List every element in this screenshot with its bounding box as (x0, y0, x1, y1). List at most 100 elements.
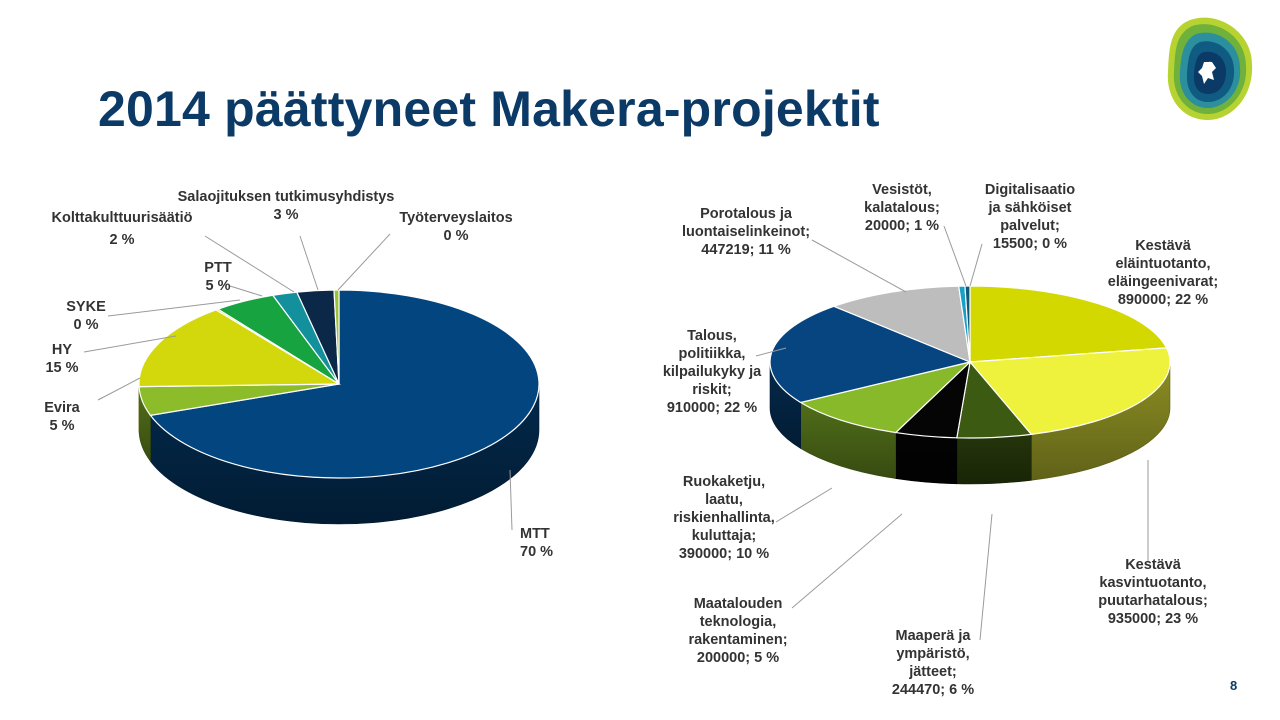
pie-slice-1 (968, 347, 1171, 435)
right-pie-chart: Kestävä eläintuotanto, eläingeenivarat; 890… (663, 182, 1218, 698)
pie-slice-8 (964, 285, 971, 363)
slice-label-line: jätteet; (908, 664, 957, 680)
slice-label-line: 5 % (206, 278, 231, 294)
slice-label-3: Maatalouden teknologia, rakentaminen; 20000… (688, 596, 787, 666)
slice-label-8: Digitalisaatio ja sähköiset palvelut; 15500… (985, 182, 1075, 252)
slice-label-line: 70 % (520, 544, 553, 560)
left-pie-chart: MTT 70 % Evira 5 % HY 15 % SYKE 0 % PTT 5 % Koltta… (44, 189, 553, 560)
slice-label-0: MTT 70 % (520, 526, 553, 560)
pie-side-walls (769, 361, 1171, 485)
pie-side-shade-0 (150, 384, 540, 524)
slice-label-line: SYKE (66, 299, 106, 315)
slice-label-line: kilpailukyky ja (663, 364, 762, 380)
slice-label-line: 15500; 0 % (993, 236, 1067, 252)
pie-slice-0 (969, 285, 1168, 363)
pie-side-shade-1 (1031, 362, 1170, 481)
leader-line-5 (204, 235, 295, 293)
pie-side-shade-1 (139, 386, 151, 462)
slice-label-4: PTT 5 % (204, 260, 232, 294)
slice-label-line: 890000; 22 % (1118, 292, 1208, 308)
slice-label-line: MTT (520, 526, 550, 542)
slice-label-line: luontaiselinkeinot; (682, 224, 810, 240)
leader-line-6 (811, 239, 907, 293)
leader-line-1 (97, 377, 141, 401)
slice-label-2: HY 15 % (45, 342, 78, 376)
finnish-government-logo (1160, 12, 1260, 129)
slice-label-line: Kolttakulttuurisäätiö (52, 210, 193, 226)
slice-label-line: teknologia, (700, 614, 777, 630)
slice-label-line: Maaperä ja (896, 628, 972, 644)
slice-label-3: SYKE 0 % (66, 299, 106, 333)
leader-line-4 (229, 285, 263, 297)
slice-label-line: palvelut; (1000, 218, 1060, 234)
slice-label-line: riskienhallinta, (673, 510, 775, 526)
slice-label-line: eläingeenivarat; (1108, 274, 1218, 290)
slice-label-line: Digitalisaatio (985, 182, 1075, 198)
slice-label-line: laatu, (705, 492, 743, 508)
slice-label-line: 244470; 6 % (892, 682, 974, 698)
slice-label-2: Maaperä ja ympäristö, jätteet; 244470; 6 % (892, 628, 974, 698)
slice-label-line: 2 % (110, 232, 135, 248)
slice-label-line: politiikka, (679, 346, 746, 362)
pie-slice-4 (799, 360, 973, 434)
slice-label-line: HY (52, 342, 72, 358)
page-number: 8 (1230, 678, 1238, 693)
leader-line-8 (969, 243, 983, 287)
pie-slice-7 (333, 289, 340, 385)
slice-label-6: Porotalous ja luontaiselinkeinot; 447219; … (682, 206, 810, 258)
slice-label-line: kasvintuotanto, (1099, 575, 1206, 591)
slice-label-line: 0 % (444, 228, 469, 244)
slice-label-line: kuluttaja; (692, 528, 756, 544)
slice-label-line: Vesistöt, (872, 182, 932, 198)
slice-label-line: ympäristö, (896, 646, 969, 662)
leader-line-2 (83, 335, 177, 353)
slice-label-line: 200000; 5 % (697, 650, 779, 666)
slice-label-1: Kestävä kasvintuotanto, puutarhatalous; 935… (1098, 557, 1208, 627)
slice-label-line: Maatalouden (694, 596, 783, 612)
pie-slice-2 (138, 309, 342, 388)
slice-label-5: Kolttakulttuurisäätiö 2 % (52, 210, 193, 248)
slice-label-line: Kestävä (1125, 557, 1182, 573)
slice-label-5: Talous, politiikka, kilpailukyky ja riskit;… (663, 328, 762, 416)
slice-label-line: 935000; 23 % (1108, 611, 1198, 627)
slice-label-4: Ruokaketju, laatu, riskienhallinta, kulutta… (673, 474, 775, 562)
slice-label-line: Työterveyslaitos (399, 210, 512, 226)
slice-label-0: Kestävä eläintuotanto, eläingeenivarat; 890… (1108, 238, 1218, 308)
leader-line-3 (107, 299, 241, 317)
leader-line-6 (299, 235, 319, 291)
slice-label-line: 910000; 22 % (667, 400, 757, 416)
pie-side-shade-4 (800, 402, 896, 479)
leader-line-7 (943, 225, 967, 287)
slide-title: 2014 päättyneet Makera-projektit (98, 81, 880, 137)
slice-label-line: rakentaminen; (688, 632, 787, 648)
slice-label-line: 5 % (50, 418, 75, 434)
slice-label-line: 15 % (45, 360, 78, 376)
slice-label-line: kalatalous; (864, 200, 940, 216)
slice-label-line: 447219; 11 % (701, 242, 791, 258)
slice-label-line: Talous, (687, 328, 737, 344)
slice-label-7: Vesistöt, kalatalous; 20000; 1 % (864, 182, 940, 234)
leader-line-2 (979, 513, 993, 641)
leader-line-0 (509, 469, 513, 531)
slice-label-line: eläintuotanto, (1115, 256, 1210, 272)
pie-slice-6 (832, 285, 971, 363)
leader-line-5 (755, 347, 787, 357)
slice-label-1: Evira 5 % (44, 400, 80, 434)
pie-slice-0 (149, 289, 540, 479)
slice-label-6: Salaojituksen tutkimusyhdistys 3 % (178, 189, 395, 223)
slice-label-line: 3 % (274, 207, 299, 223)
slice-label-line: riskit; (692, 382, 732, 398)
pie-side-shade-3 (895, 432, 957, 484)
slice-label-7: Työterveyslaitos 0 % (399, 210, 512, 244)
leader-line-3 (791, 513, 903, 609)
leader-line-4 (775, 487, 833, 523)
slice-label-line: 20000; 1 % (865, 218, 939, 234)
pie-side-walls (138, 383, 540, 525)
leader-line-7 (337, 233, 391, 291)
slice-label-line: Porotalous ja (700, 206, 793, 222)
slice-label-line: 0 % (74, 317, 99, 333)
slice-label-line: Ruokaketju, (683, 474, 765, 490)
slice-label-line: ja sähköiset (987, 200, 1071, 216)
pie-side-shade-2 (956, 434, 1032, 484)
